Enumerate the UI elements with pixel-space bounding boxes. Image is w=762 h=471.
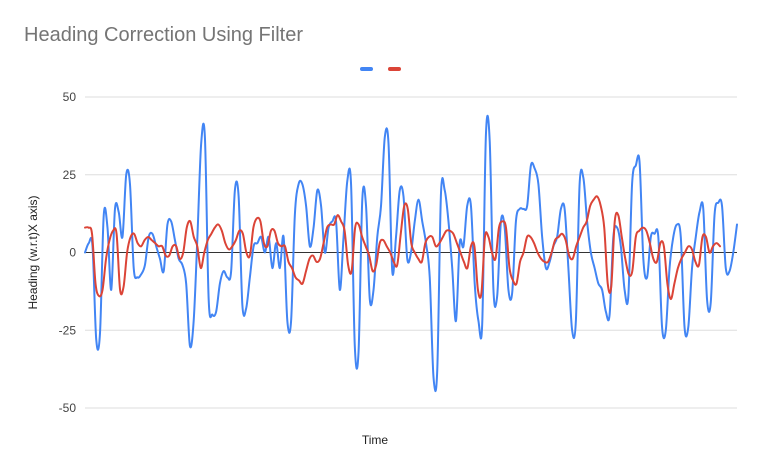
series-line-1: [84, 114, 738, 393]
legend-swatch-series-2: [388, 67, 401, 71]
y-tick-label: 25: [63, 168, 77, 182]
y-axis-label: Heading (w.r.t)X axis): [26, 195, 40, 309]
legend-swatch-series-1: [360, 67, 373, 71]
x-axis-label: Time: [362, 433, 389, 447]
y-tick-label: 50: [63, 90, 77, 104]
chart-title: Heading Correction Using Filter: [24, 24, 304, 46]
y-tick-label: 0: [69, 246, 76, 260]
y-tick-label: -25: [59, 323, 77, 337]
series-line-2: [84, 195, 721, 301]
y-tick-label: -50: [59, 401, 77, 415]
